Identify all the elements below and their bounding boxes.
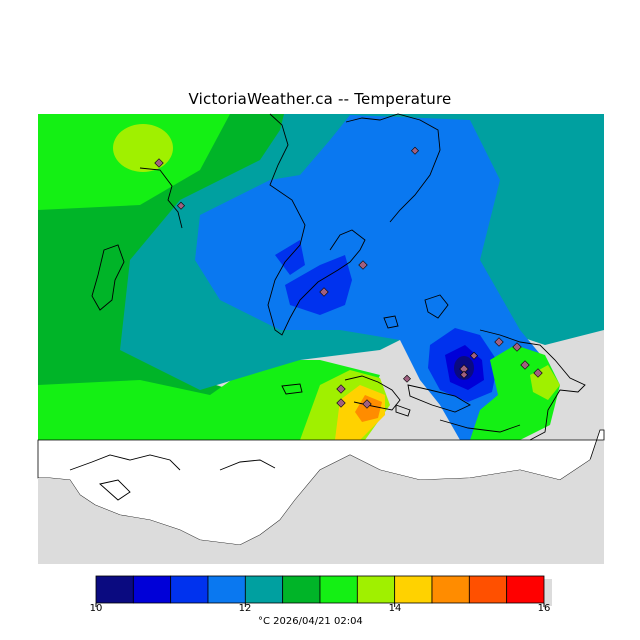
legend-swatch — [506, 575, 545, 604]
station-marker — [336, 398, 346, 408]
station-marker — [460, 370, 468, 379]
station-marker — [520, 360, 530, 370]
station-marker — [336, 384, 346, 394]
map-title: VictoriaWeather.ca -- Temperature — [188, 90, 452, 108]
legend-tick-14: 14 — [388, 603, 402, 614]
legend-swatch — [244, 575, 284, 604]
legend-swatch — [170, 575, 209, 604]
station-marker — [512, 342, 522, 352]
station-marker — [403, 374, 411, 383]
legend-tick-12: 12 — [238, 603, 252, 614]
coastlines — [69, 113, 586, 501]
station-markers — [154, 146, 543, 409]
station-marker — [459, 364, 469, 374]
legend-swatch — [468, 575, 508, 604]
legend-swatch — [282, 575, 321, 604]
contour-11-5c-west — [275, 240, 305, 275]
contour-15-5c — [355, 395, 382, 422]
contour-13-5c-south — [38, 360, 380, 440]
legend-swatch — [207, 575, 246, 604]
temperature-field — [38, 114, 604, 440]
legend-swatch — [95, 575, 134, 604]
contour-11-5c-central — [285, 255, 352, 315]
legend-swatch — [356, 575, 396, 604]
station-marker — [319, 287, 329, 297]
station-marker — [177, 201, 185, 210]
legend-swatch — [132, 575, 172, 604]
station-marker — [494, 337, 504, 347]
station-marker — [154, 158, 164, 168]
contour-13c-se — [470, 345, 560, 440]
legend-tick-10: 10 — [89, 603, 103, 614]
station-marker — [533, 368, 543, 378]
legend-unit-timestamp: °C 2026/04/21 02:04 — [258, 616, 363, 627]
color-legend — [95, 575, 552, 607]
southern-water — [38, 440, 604, 564]
legend-swatch — [319, 575, 358, 604]
legend-swatch — [431, 575, 470, 604]
station-marker — [358, 260, 368, 270]
contour-14c-nw — [113, 124, 173, 172]
station-marker — [362, 399, 372, 409]
station-marker — [411, 146, 419, 155]
legend-swatch — [394, 575, 433, 604]
legend-tick-16: 16 — [537, 603, 551, 614]
station-marker — [470, 351, 478, 360]
legend-shadow — [544, 579, 552, 606]
